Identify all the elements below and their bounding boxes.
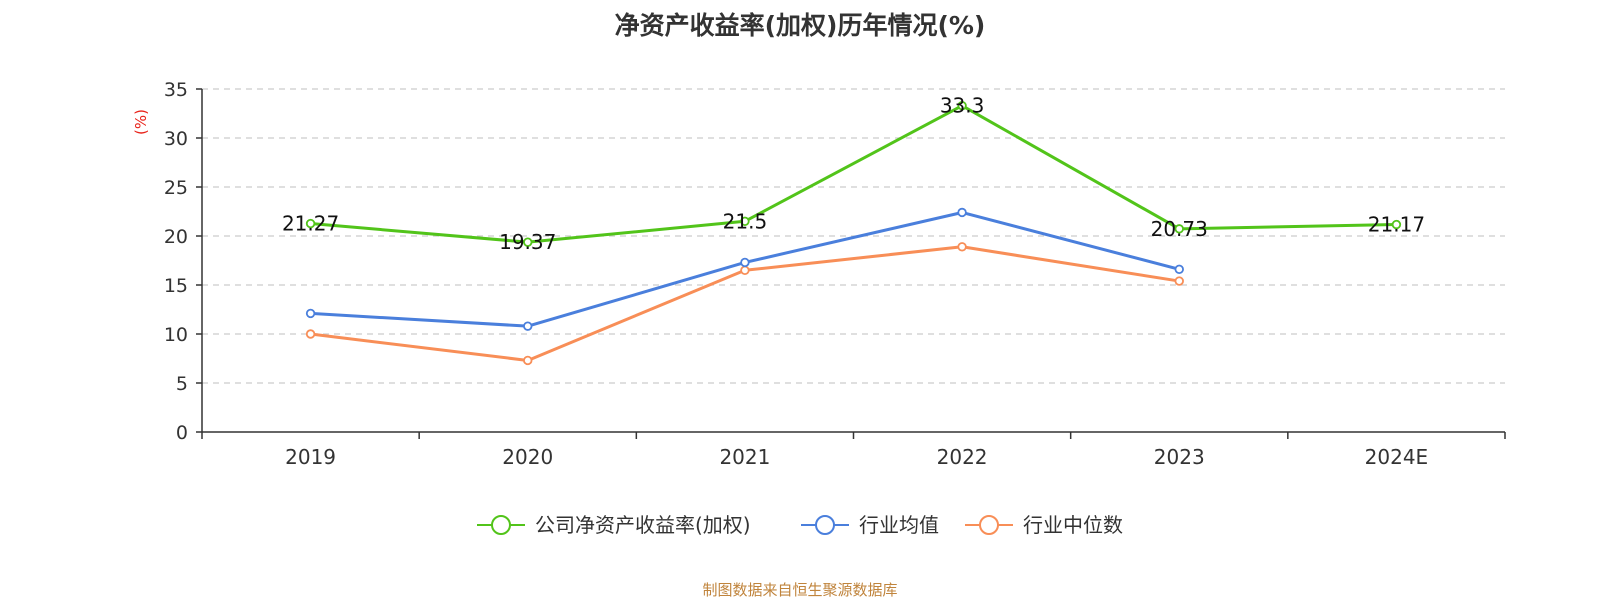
source-note: 制图数据来自恒生聚源数据库 [702,581,898,599]
data-label: 21.27 [282,212,339,236]
legend-marker-circle-icon [815,515,835,535]
data-point [523,237,533,247]
y-tick-label: 20 [164,226,188,248]
y-tick-label: 35 [164,79,188,101]
data-label: 33.3 [940,94,985,118]
data-point [305,308,316,319]
y-tick-label: 25 [164,177,188,199]
data-point [1391,219,1402,230]
data-point [305,218,316,229]
legend-label: 行业均值 [859,513,939,537]
data-point [740,265,750,275]
legend-label: 公司净资产收益率(加权) [535,513,751,537]
series-line [310,104,1397,244]
y-tick-label: 5 [176,373,188,395]
chart-title: 净资产收益率(加权)历年情况(%) [614,11,986,40]
data-label: 19.37 [499,230,556,254]
x-tick-label: 2024E [1365,445,1429,469]
x-tick-label: 2022 [937,445,988,469]
data-label: 20.73 [1151,217,1208,241]
x-tick-label: 2020 [502,445,553,469]
data-point [523,321,533,331]
x-tick-label: 2019 [285,445,336,469]
y-tick-label: 0 [176,422,188,444]
y-tick-label: 30 [164,128,188,150]
data-point [957,100,967,111]
y-tick-label: 10 [164,324,188,346]
series-lines [305,100,1402,366]
data-point [740,257,750,268]
data-point [1174,264,1184,275]
data-point [957,242,967,252]
data-point [740,216,750,226]
legend-item: 行业均值 [801,513,939,537]
data-label: 21.5 [723,209,768,233]
data-label: 21.17 [1368,213,1425,237]
data-point [305,329,316,339]
x-tick-label: 2021 [719,445,770,469]
data-point [1174,224,1184,234]
data-labels: 21.27 19.37 21.5 33.3 20.73 21.17 [282,94,1425,255]
y-tick-label: 15 [164,275,188,297]
legend-item: 行业中位数 [965,513,1123,537]
x-tick-label: 2023 [1154,445,1205,469]
legend: 公司净资产收益率(加权) 行业均值 行业中位数 [477,513,1123,537]
legend-label: 行业中位数 [1023,513,1123,537]
data-point [957,207,967,218]
data-point [1174,276,1184,286]
y-axis-label: (%) [132,109,150,135]
data-point [523,355,533,366]
axes: 0 5 10 15 20 25 30 35 (%) 2019 2020 2021 2022 2023 202… [132,79,1506,469]
legend-marker-circle-icon [979,515,999,535]
legend-marker-circle-icon [491,515,511,535]
legend-item: 公司净资产收益率(加权) [477,513,751,537]
